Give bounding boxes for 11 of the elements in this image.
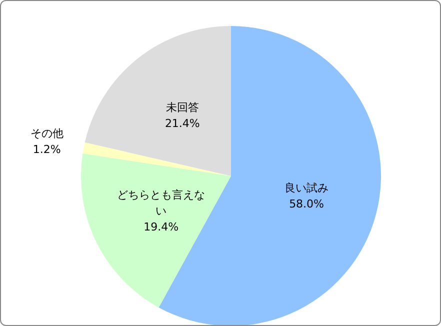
pie-slice (82, 142, 231, 176)
data-label: 19.4% (144, 220, 179, 234)
data-label: 1.2% (32, 142, 61, 156)
slice-label: 良い試み (284, 180, 329, 194)
slice-label: その他 (30, 126, 64, 140)
pie-slice (81, 153, 231, 308)
data-label: 58.0% (289, 196, 324, 210)
slice-label: どちらとも言えない (117, 188, 206, 218)
data-label: 21.4% (164, 116, 200, 130)
slice-label: 未回答 (166, 100, 199, 114)
pie-slice (84, 26, 231, 176)
